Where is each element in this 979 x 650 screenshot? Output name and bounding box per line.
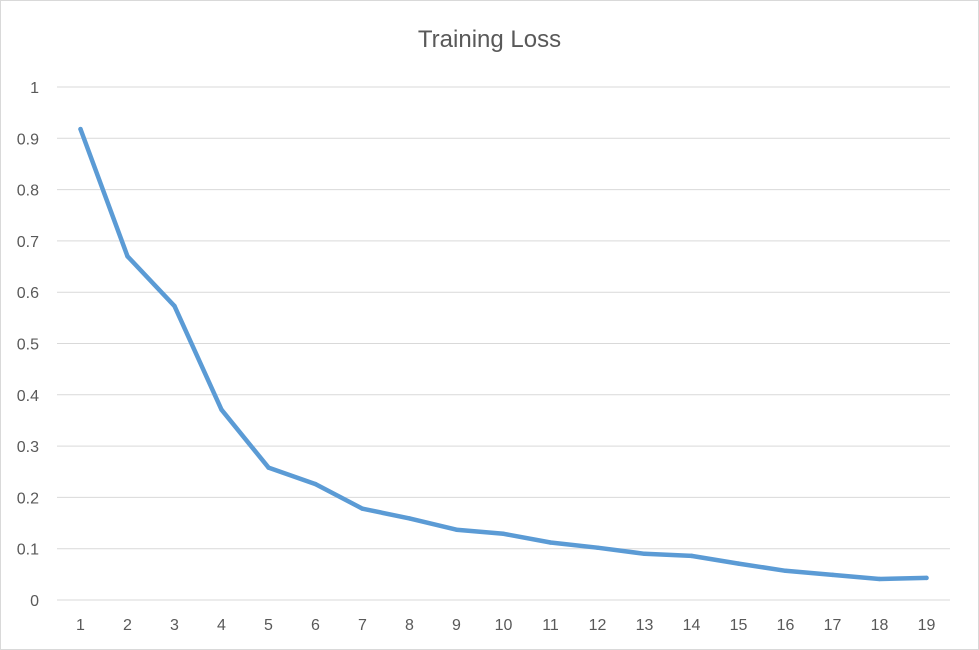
x-tick-label: 8 <box>405 617 414 634</box>
x-axis-tick-labels: 1 2 3 4 5 6 7 8 9 10 11 12 13 14 15 16 17 18 19 <box>76 617 935 634</box>
x-tick-label: 10 <box>495 617 513 634</box>
x-tick-label: 18 <box>871 617 889 634</box>
data-point <box>266 465 271 470</box>
data-point <box>783 568 788 573</box>
x-tick-label: 16 <box>777 617 795 634</box>
y-tick-label: 0.9 <box>17 131 39 148</box>
y-tick-label: 0.7 <box>17 234 39 251</box>
x-tick-label: 6 <box>311 617 320 634</box>
data-point <box>548 540 553 545</box>
series-layer <box>78 126 929 582</box>
data-point <box>736 561 741 566</box>
data-point <box>877 576 882 582</box>
x-tick-label: 5 <box>264 617 273 634</box>
data-point <box>219 407 224 412</box>
x-tick-label: 12 <box>589 617 607 634</box>
x-tick-label: 7 <box>358 617 367 634</box>
data-point <box>360 506 365 511</box>
y-tick-label: 0.4 <box>17 388 39 405</box>
x-tick-label: 15 <box>730 617 748 634</box>
data-point <box>501 531 506 537</box>
y-tick-label: 0 <box>30 593 39 610</box>
x-tick-label: 13 <box>636 617 654 634</box>
data-point <box>78 126 83 132</box>
x-tick-label: 19 <box>918 617 936 634</box>
y-tick-label: 1 <box>30 80 39 97</box>
data-point <box>595 545 600 550</box>
x-tick-label: 3 <box>170 617 179 634</box>
data-point <box>924 575 929 581</box>
series-line-0 <box>78 126 929 582</box>
data-point <box>689 553 694 559</box>
x-tick-label: 17 <box>824 617 842 634</box>
y-axis-tick-labels: 0 0.1 0.2 0.3 0.4 0.5 0.6 0.7 0.8 0.9 1 <box>17 80 39 610</box>
x-tick-label: 2 <box>123 617 132 634</box>
data-point <box>642 551 647 557</box>
x-tick-label: 4 <box>217 617 226 634</box>
data-point <box>172 303 177 309</box>
y-tick-label: 0.1 <box>17 542 39 559</box>
data-point <box>125 254 130 259</box>
y-tick-label: 0.5 <box>17 337 39 354</box>
data-point <box>454 527 459 532</box>
x-tick-label: 9 <box>452 617 461 634</box>
y-tick-label: 0.6 <box>17 285 39 302</box>
chart-title: Training Loss <box>417 26 562 53</box>
x-tick-label: 11 <box>542 617 559 634</box>
x-tick-label: 1 <box>76 617 85 634</box>
y-tick-label: 0.2 <box>17 490 39 507</box>
gridlines <box>57 86 950 601</box>
data-point <box>830 572 835 578</box>
x-tick-label: 14 <box>683 617 701 634</box>
y-tick-label: 0.3 <box>17 439 39 456</box>
data-point <box>407 516 412 521</box>
y-tick-label: 0.8 <box>17 183 39 200</box>
data-point <box>313 481 318 487</box>
